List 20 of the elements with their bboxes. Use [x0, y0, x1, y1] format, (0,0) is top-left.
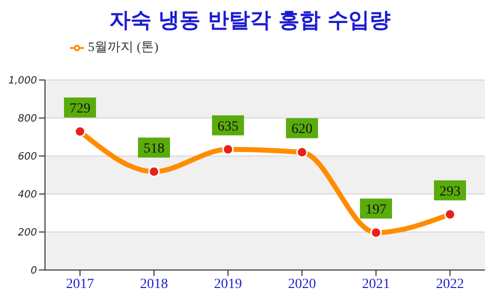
data-label: 518	[144, 142, 164, 157]
x-tick-label: 2022	[436, 276, 464, 292]
y-tick-label: 600	[18, 152, 37, 163]
y-tick-label: 800	[18, 114, 37, 125]
x-tick-label: 2017	[66, 276, 94, 292]
chart-title: 자숙 냉동 반탈각 홍합 수입량	[108, 7, 392, 34]
y-tick-label: 200	[18, 228, 37, 239]
y-tick-label: 0	[30, 266, 37, 277]
y-tick-label: 400	[18, 190, 37, 201]
data-label: 729	[70, 101, 90, 116]
x-tick-label: 2019	[214, 276, 242, 292]
data-label: 197	[366, 202, 386, 218]
x-tick-label: 2018	[140, 276, 168, 292]
x-tick-label: 2021	[362, 276, 390, 292]
legend-label: 5월까지 (톤)	[88, 39, 158, 54]
y-tick-label: 1,000	[8, 76, 37, 87]
data-label: 635	[218, 119, 238, 134]
data-label: 620	[292, 122, 312, 138]
x-tick-label: 2020	[288, 276, 316, 292]
data-label: 293	[440, 184, 460, 200]
